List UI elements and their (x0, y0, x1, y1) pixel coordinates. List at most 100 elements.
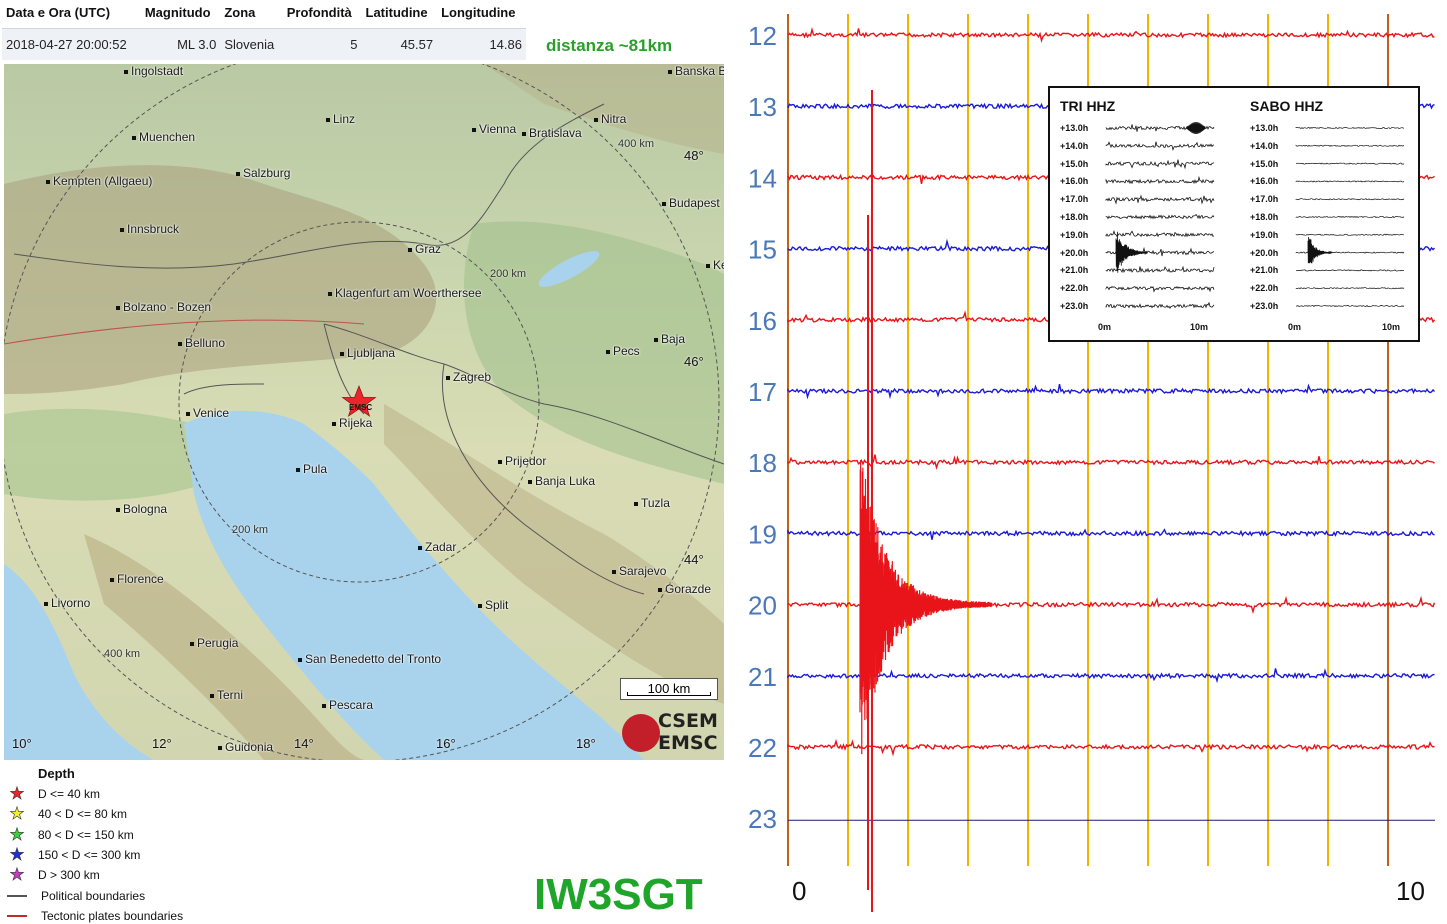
inset-trace-tri (1105, 194, 1215, 205)
city-label: Graz (408, 242, 441, 256)
header-magnitude: Magnitudo (144, 5, 211, 20)
cell-zone: Slovenia (220, 27, 283, 60)
csem-emsc-logo[interactable]: CSEM EMSC (622, 710, 722, 758)
lon-label: 14° (294, 736, 314, 751)
inset-burst-tri (1185, 121, 1206, 135)
ring-label: 400 km (104, 648, 141, 660)
map-graphics (4, 64, 724, 760)
city-label: Pecs (606, 344, 640, 358)
inset-trace-sabo (1295, 198, 1405, 201)
city-label: Vienna (472, 122, 516, 136)
city-label: Nitra (594, 112, 626, 126)
station-callsign: IW3SGT (534, 870, 703, 919)
tectonic-boundary (4, 319, 365, 345)
city-label: Rijeka (332, 416, 372, 430)
adriatic-sea (184, 410, 644, 760)
boundary-line-icon (7, 914, 27, 917)
inset-hour-label-sabo: +14.0h (1250, 140, 1279, 151)
legend-line-label: Tectonic plates boundaries (41, 908, 184, 923)
inset-trace-sabo (1295, 233, 1404, 236)
city-label: Zadar (418, 540, 456, 554)
header-latitude: Latitudine (365, 5, 428, 20)
inset-hour-label-sabo: +23.0h (1250, 301, 1279, 311)
inset-trace-tri (1105, 213, 1215, 220)
legend-title: Depth (38, 766, 75, 781)
hour-label: 13 (748, 92, 777, 122)
inset-hour-label-tri: +16.0h (1060, 176, 1089, 187)
city-label: Ke (706, 258, 724, 272)
earthquake-map[interactable]: Ingolstadt Muenchen Kempten (Allgaeu) Innsb… (4, 64, 724, 760)
inset-hour-label-tri: +21.0h (1060, 265, 1089, 276)
inset-hour-label-sabo: +13.0h (1250, 123, 1279, 133)
header-zone: Zona (224, 5, 256, 20)
inset-trace-sabo (1295, 180, 1405, 183)
inset-trace-tri (1105, 141, 1215, 152)
ring-label: 200 km (490, 268, 527, 280)
inset-title-tri: TRI HHZ (1060, 98, 1116, 114)
legend-item-label: 150 < D <= 300 km (38, 848, 141, 863)
city-label: San Benedetto del Tronto (298, 652, 441, 666)
hour-label: 14 (748, 163, 777, 193)
inset-traces (1105, 121, 1405, 310)
city-label: Muenchen (132, 130, 195, 144)
inset-trace-sabo (1295, 162, 1405, 165)
cell-longitude: 14.86 (437, 27, 526, 60)
epicenter-star[interactable] (341, 385, 377, 417)
inset-trace-sabo (1295, 269, 1405, 272)
event-info-table: Data e Ora (UTC) Magnitudo Zona Profondi… (2, 0, 526, 60)
boundary-line-icon (7, 894, 27, 897)
city-label: Pula (296, 462, 327, 476)
inset-trace-tri (1105, 159, 1215, 170)
po-valley (4, 408, 204, 501)
inset-trace-sabo (1295, 304, 1405, 308)
table-row[interactable]: 2018-04-27 20:00:52 ML 3.0 Slovenia 5 45… (2, 27, 526, 60)
city-label: Ljubljana (340, 346, 395, 360)
depth-star-icon: ★ (9, 845, 25, 865)
depth-legend: Depth ★ D <= 40 km ★ 40 < D <= 80 km ★ 80 < D… (4, 766, 364, 924)
trace-hour-18 (787, 454, 1435, 470)
city-label: Budapest (662, 196, 720, 210)
epicenter-label: EMSC (349, 403, 373, 412)
city-label: Bologna (116, 502, 167, 516)
earthquake-signal (859, 459, 993, 755)
city-label: Banja Luka (528, 474, 595, 488)
legend-line-label: Political boundaries (41, 888, 146, 903)
lat-label: 44° (684, 552, 704, 567)
depth-star-icon: ★ (9, 804, 25, 824)
city-label: Venice (186, 406, 229, 420)
city-label: Florence (110, 572, 164, 586)
ring-200km (178, 221, 540, 583)
legend-line-item: Tectonic plates boundaries (4, 906, 364, 924)
city-label: Perugia (190, 636, 238, 650)
inset-hour-label-sabo: +20.0h (1250, 247, 1279, 258)
header-datetime: Data e Ora (UTC) (6, 5, 111, 20)
trace-hour-21 (787, 668, 1435, 684)
inset-hour-label-tri: +13.0h (1060, 123, 1089, 133)
cell-depth: 5 (282, 27, 362, 60)
hour-label: 15 (748, 235, 777, 265)
tyrrhenian-sea (4, 564, 154, 760)
city-label: Linz (326, 112, 355, 126)
inset-hour-label-sabo: +17.0h (1250, 194, 1279, 205)
table-header-row: Data e Ora (UTC) Magnitudo Zona Profondi… (2, 0, 526, 28)
inset-title-sabo: SABO HHZ (1250, 98, 1324, 114)
lon-label: 18° (576, 736, 596, 751)
lon-label: 10° (12, 736, 32, 751)
city-label: Zagreb (446, 370, 491, 384)
lon-label: 12° (152, 736, 172, 751)
city-label: Ingolstadt (124, 64, 183, 78)
inset-trace-sabo (1295, 287, 1405, 290)
csem-globe-icon (622, 714, 660, 752)
city-label: Salzburg (236, 166, 290, 180)
legend-item-label: D > 300 km (38, 868, 100, 883)
inset-hour-label-tri: +23.0h (1060, 301, 1089, 311)
lat-label: 46° (684, 354, 704, 369)
inset-hour-label-sabo: +18.0h (1250, 212, 1279, 222)
inset-axis-end-sabo: 10m (1382, 322, 1401, 332)
pannonian-plain (464, 221, 724, 485)
inset-hour-label-tri: +20.0h (1060, 247, 1089, 258)
header-longitude: Longitudine (441, 5, 516, 20)
depth-star-icon: ★ (9, 784, 25, 804)
cell-datetime: 2018-04-27 20:00:52 (2, 27, 141, 60)
